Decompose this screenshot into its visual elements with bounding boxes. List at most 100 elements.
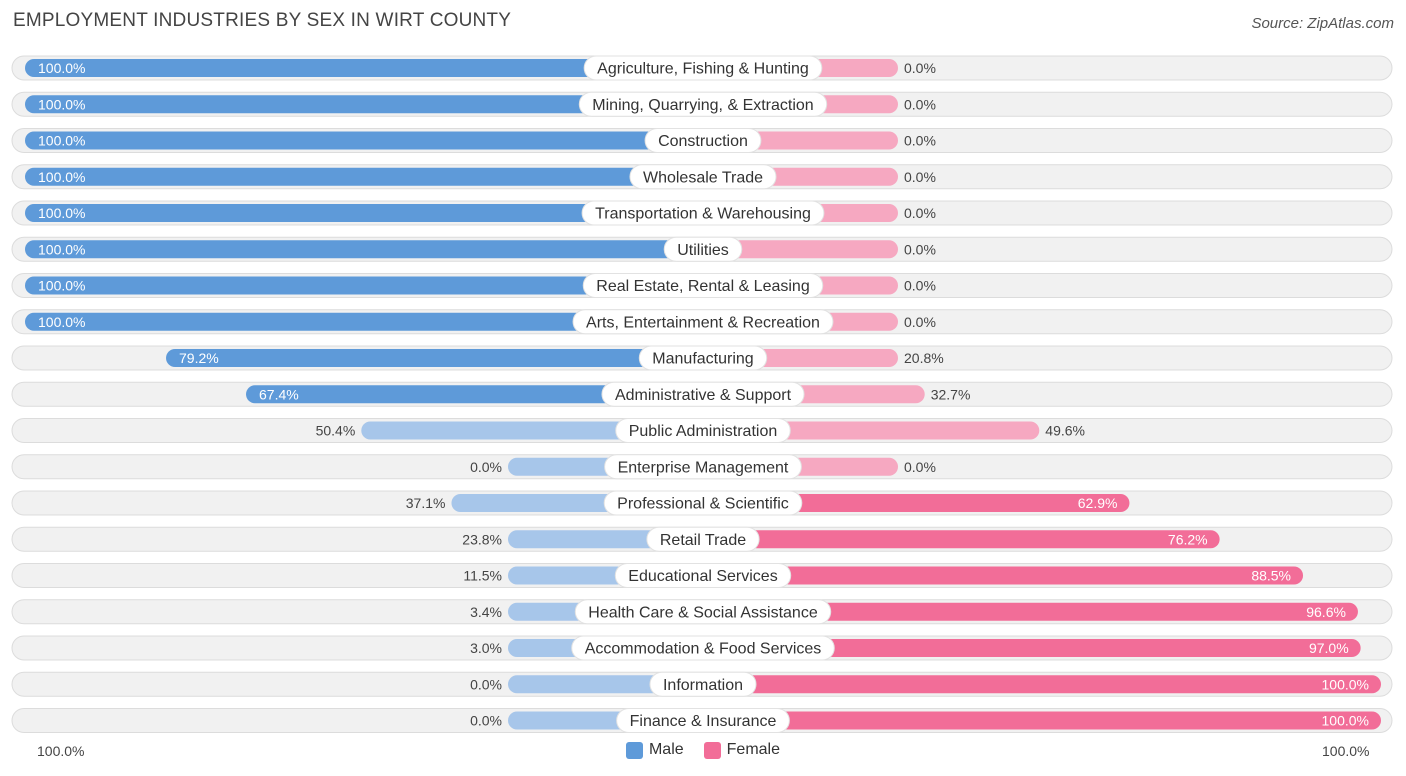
male-value-label: 100.0% (38, 60, 85, 76)
male-bar[interactable] (25, 312, 703, 331)
female-value-label: 100.0% (1322, 713, 1369, 729)
category-label: Accommodation & Food Services (585, 641, 822, 658)
male-bar[interactable] (166, 349, 704, 367)
male-value-label: 37.1% (406, 495, 446, 511)
female-bar[interactable] (703, 240, 898, 259)
category-pill (629, 164, 777, 190)
male-value-label: 0.0% (470, 459, 502, 475)
bar-row: 0.0% 0.0% Enterprise Management (11, 454, 1393, 480)
category-pill (601, 381, 805, 407)
male-value-label: 100.0% (38, 278, 85, 294)
male-value-label: 100.0% (38, 133, 85, 149)
male-bar[interactable] (25, 131, 703, 150)
diverging-bar-chart: 100.0% 0.0% Agriculture, Fishing & Hunting… (11, 55, 1393, 733)
category-label: Agriculture, Fishing & Hunting (597, 61, 809, 78)
category-label: Administrative & Support (615, 387, 792, 404)
category-label: Mining, Quarrying, & Extraction (592, 97, 813, 114)
category-pill (649, 671, 757, 697)
legend-swatch-male (625, 741, 643, 759)
male-bar[interactable] (25, 95, 703, 114)
category-pill (638, 345, 768, 371)
bar-row: 100.0% 0.0% Agriculture, Fishing & Hunting (11, 55, 1393, 81)
category-label: Transportation & Warehousing (595, 206, 811, 223)
female-value-label: 62.9% (1078, 495, 1118, 511)
bar-row: 37.1% 62.9% Professional & Scientific (11, 490, 1393, 516)
bar-row: 0.0% 100.0% Finance & Insurance (11, 708, 1393, 733)
category-label: Construction (658, 133, 748, 150)
female-bar[interactable] (703, 675, 1381, 694)
category-label: Manufacturing (652, 351, 753, 368)
female-value-label: 97.0% (1309, 640, 1349, 656)
female-bar[interactable] (703, 639, 1361, 657)
category-pill (614, 563, 792, 588)
bar-row: 100.0% 0.0% Utilities (11, 236, 1393, 262)
female-value-label: 32.7% (931, 386, 971, 402)
category-label: Retail Trade (660, 532, 746, 549)
category-pill (581, 200, 825, 226)
bar-row: 100.0% 0.0% Wholesale Trade (11, 164, 1393, 190)
male-bar[interactable] (25, 204, 703, 222)
category-label: Public Administration (629, 423, 778, 440)
category-pill (574, 599, 832, 625)
female-bar[interactable] (703, 711, 1381, 730)
female-value-label: 96.6% (1306, 604, 1346, 620)
male-value-label: 23.8% (462, 531, 502, 547)
legend-label-male: Male (648, 741, 684, 758)
category-label: Arts, Entertainment & Recreation (586, 314, 820, 331)
category-label: Wholesale Trade (643, 169, 763, 186)
category-pill (646, 526, 760, 552)
female-bar[interactable] (703, 530, 1220, 549)
female-bar[interactable] (703, 494, 1130, 512)
male-bar[interactable] (246, 385, 703, 404)
bar-row: 100.0% 0.0% Arts, Entertainment & Recreati… (11, 309, 1393, 335)
female-value-label: 0.0% (904, 205, 936, 221)
male-value-label: 11.5% (463, 568, 502, 584)
male-value-label: 100.0% (38, 205, 85, 221)
male-bar[interactable] (25, 59, 703, 77)
male-value-label: 67.4% (259, 386, 299, 402)
male-value-label: 3.4% (470, 604, 502, 620)
bar-row: 100.0% 0.0% Transportation & Warehousing (11, 200, 1393, 226)
male-bar[interactable] (25, 276, 703, 295)
male-bar[interactable] (25, 167, 703, 186)
legend: Male Female (0, 741, 1406, 759)
legend-item-female[interactable]: Female (703, 741, 780, 759)
male-value-label: 100.0% (38, 241, 85, 257)
female-value-label: 20.8% (904, 350, 944, 366)
axis-left-label: 100.0% (37, 743, 85, 759)
bar-row: 11.5% 88.5% Educational Services (11, 563, 1393, 588)
female-value-label: 0.0% (904, 96, 936, 112)
female-value-label: 0.0% (904, 133, 936, 149)
category-label: Utilities (677, 242, 729, 259)
male-bar[interactable] (25, 240, 703, 259)
category-label: Educational Services (628, 568, 777, 585)
female-value-label: 49.6% (1045, 423, 1085, 439)
category-label: Enterprise Management (618, 459, 789, 476)
category-pill (572, 309, 834, 335)
legend-item-male[interactable]: Male (625, 741, 684, 759)
male-value-label: 0.0% (470, 713, 502, 729)
male-value-label: 79.2% (179, 350, 219, 366)
female-value-label: 100.0% (1322, 676, 1369, 692)
category-pill (583, 55, 823, 81)
category-pill (571, 635, 835, 661)
male-value-label: 100.0% (38, 96, 85, 112)
category-label: Real Estate, Rental & Leasing (596, 278, 809, 295)
male-value-label: 100.0% (38, 314, 85, 330)
bar-row: 100.0% 0.0% Construction (11, 128, 1393, 153)
female-bar[interactable] (703, 566, 1304, 585)
category-pill (578, 91, 828, 117)
bar-row: 67.4% 32.7% Administrative & Support (11, 381, 1393, 407)
bar-row: 3.0% 97.0% Accommodation & Food Services (11, 635, 1393, 661)
axis-right-label: 100.0% (1322, 743, 1370, 759)
bar-row: 3.4% 96.6% Health Care & Social Assistance (11, 599, 1393, 625)
female-value-label: 0.0% (904, 169, 936, 185)
bar-row: 100.0% 0.0% Real Estate, Rental & Leasing (11, 273, 1393, 298)
male-value-label: 3.0% (470, 640, 502, 656)
female-bar[interactable] (703, 602, 1358, 621)
female-value-label: 0.0% (904, 241, 936, 257)
male-value-label: 100.0% (38, 169, 85, 185)
female-value-label: 76.2% (1168, 531, 1208, 547)
female-value-label: 0.0% (904, 278, 936, 294)
bar-row: 23.8% 76.2% Retail Trade (11, 526, 1393, 552)
